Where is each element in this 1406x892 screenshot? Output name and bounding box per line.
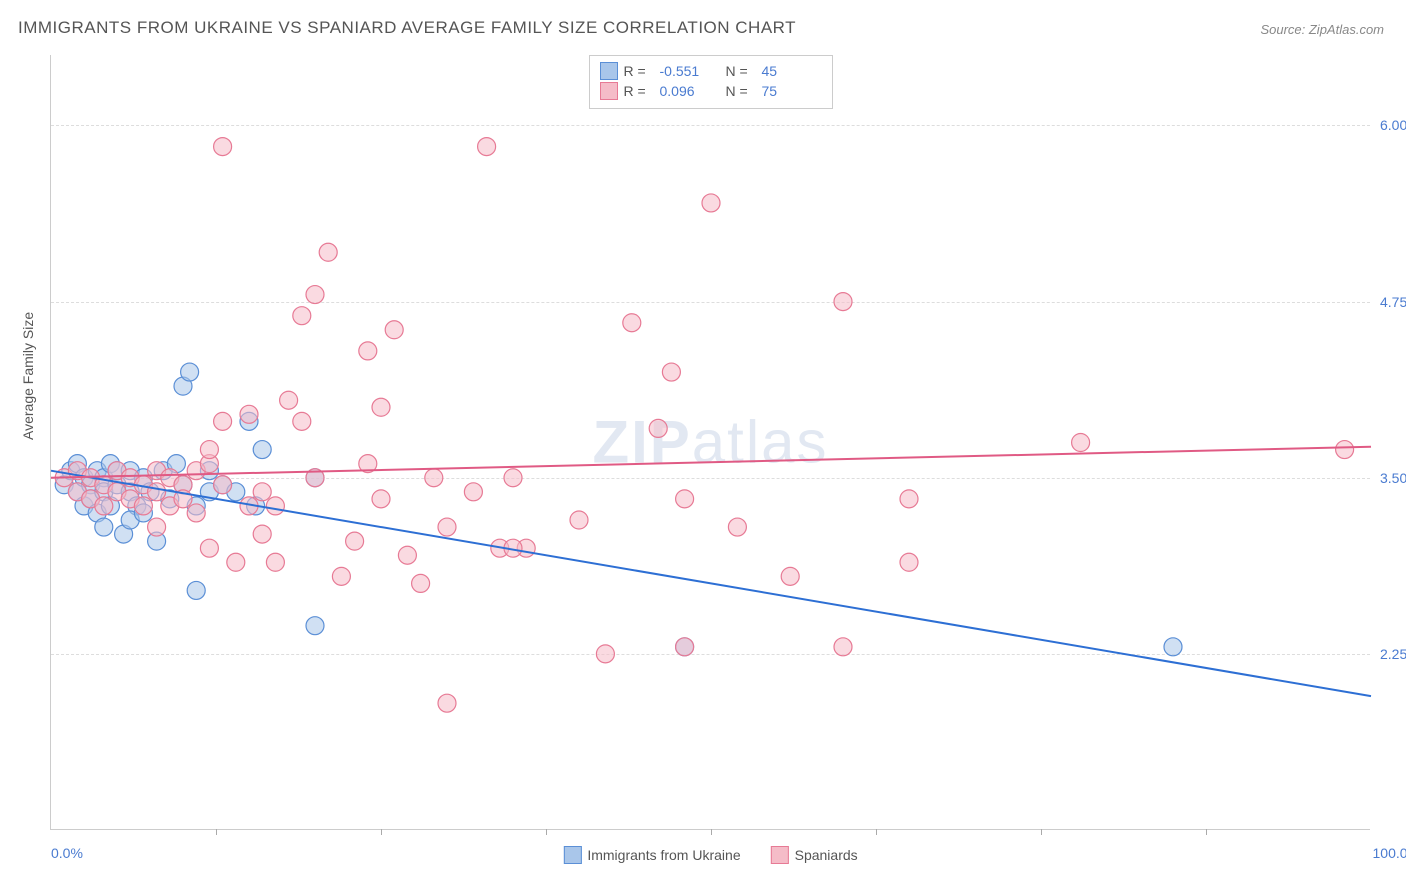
plot-area: ZIPatlas 2.253.504.756.00 R = -0.551 N =… [50,55,1370,830]
data-point [266,553,284,571]
data-point [227,553,245,571]
data-point [359,342,377,360]
data-point [676,638,694,656]
data-point [478,138,496,156]
trend-line [51,471,1371,696]
data-point [319,243,337,261]
data-point [187,581,205,599]
data-point [306,617,324,635]
data-point [398,546,416,564]
data-point [385,321,403,339]
legend-r-value-1: -0.551 [660,63,720,79]
legend-n-value-1: 45 [762,63,822,79]
data-point [425,469,443,487]
data-point [1072,434,1090,452]
trend-line [51,447,1371,478]
chart-svg [51,55,1370,829]
data-point [1164,638,1182,656]
data-point [200,441,218,459]
legend-r-value-2: 0.096 [660,83,720,99]
legend-swatch-blue [563,846,581,864]
data-point [148,483,166,501]
data-point [293,412,311,430]
data-point [834,293,852,311]
chart-title: IMMIGRANTS FROM UKRAINE VS SPANIARD AVER… [18,18,796,38]
source-label: Source: ZipAtlas.com [1260,22,1384,37]
legend-stats-row-1: R = -0.551 N = 45 [600,62,822,80]
legend-swatch-blue [600,62,618,80]
data-point [134,497,152,515]
data-point [596,645,614,663]
data-point [253,441,271,459]
legend-swatch-pink [600,82,618,100]
data-point [570,511,588,529]
legend-swatch-pink [771,846,789,864]
data-point [781,567,799,585]
legend-r-label: R = [624,83,654,99]
legend-item-2: Spaniards [771,846,858,864]
data-point [253,483,271,501]
legend-series: Immigrants from Ukraine Spaniards [563,846,857,864]
x-axis-label-min: 0.0% [51,845,83,861]
data-point [293,307,311,325]
legend-stats: R = -0.551 N = 45 R = 0.096 N = 75 [589,55,833,109]
data-point [504,469,522,487]
data-point [676,490,694,508]
data-point [332,567,350,585]
data-point [280,391,298,409]
y-axis-title: Average Family Size [20,312,36,440]
data-point [306,286,324,304]
legend-label-1: Immigrants from Ukraine [587,847,740,863]
data-point [438,694,456,712]
legend-n-label: N = [726,83,756,99]
data-point [214,476,232,494]
legend-item-1: Immigrants from Ukraine [563,846,740,864]
data-point [214,138,232,156]
data-point [95,497,113,515]
data-point [702,194,720,212]
data-point [1336,441,1354,459]
data-point [240,405,258,423]
data-point [372,490,390,508]
legend-n-label: N = [726,63,756,79]
data-point [662,363,680,381]
data-point [834,638,852,656]
legend-stats-row-2: R = 0.096 N = 75 [600,82,822,100]
chart-container: IMMIGRANTS FROM UKRAINE VS SPANIARD AVER… [0,0,1406,892]
data-point [464,483,482,501]
data-point [900,553,918,571]
data-point [412,574,430,592]
legend-r-label: R = [624,63,654,79]
data-point [200,539,218,557]
data-point [900,490,918,508]
data-point [346,532,364,550]
data-point [728,518,746,536]
legend-label-2: Spaniards [795,847,858,863]
data-point [266,497,284,515]
data-point [214,412,232,430]
data-point [372,398,390,416]
data-point [95,518,113,536]
data-point [438,518,456,536]
data-point [181,363,199,381]
legend-n-value-2: 75 [762,83,822,99]
data-point [649,419,667,437]
data-point [253,525,271,543]
x-axis-label-max: 100.0% [1373,845,1406,861]
data-point [187,504,205,522]
data-point [623,314,641,332]
data-point [148,518,166,536]
